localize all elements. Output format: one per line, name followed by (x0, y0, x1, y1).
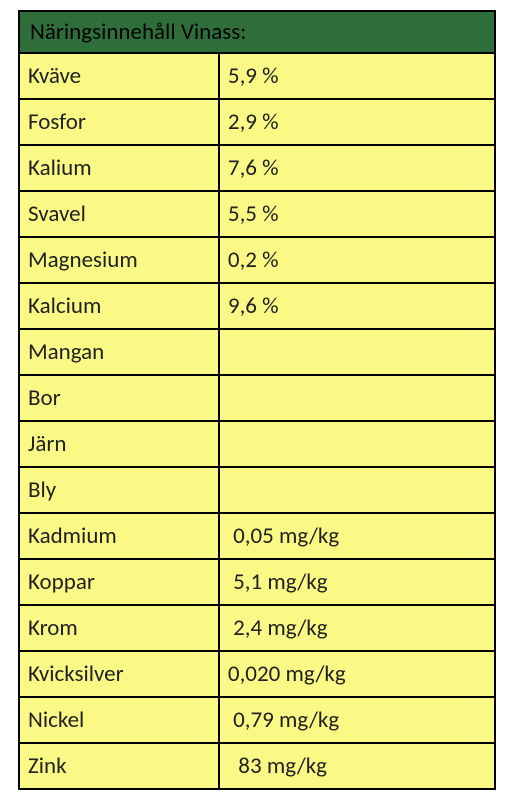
nutrient-label: Zink (19, 743, 219, 789)
nutrient-label: Bor (19, 375, 219, 421)
nutrient-table-container: Näringsinnehåll Vinass: Kväve5,9 %Fosfor… (18, 10, 496, 790)
nutrient-label: Mangan (19, 329, 219, 375)
table-row: Magnesium0,2 % (19, 237, 495, 283)
nutrient-label: Kalcium (19, 283, 219, 329)
nutrient-value: 5,9 % (219, 53, 495, 99)
nutrient-label: Järn (19, 421, 219, 467)
nutrient-value: 5,1 mg/kg (219, 559, 495, 605)
table-row: Svavel5,5 % (19, 191, 495, 237)
table-row: Krom 2,4 mg/kg (19, 605, 495, 651)
table-row: Mangan (19, 329, 495, 375)
nutrient-value (219, 467, 495, 513)
nutrient-label: Magnesium (19, 237, 219, 283)
nutrient-label: Nickel (19, 697, 219, 743)
nutrient-value: 0,79 mg/kg (219, 697, 495, 743)
nutrient-label: Krom (19, 605, 219, 651)
table-body: Kväve5,9 %Fosfor2,9 %Kalium7,6 %Svavel5,… (19, 53, 495, 789)
nutrient-value: 0,020 mg/kg (219, 651, 495, 697)
table-title: Näringsinnehåll Vinass: (19, 11, 495, 53)
nutrient-label: Kadmium (19, 513, 219, 559)
table-row: Järn (19, 421, 495, 467)
nutrient-value: 2,4 mg/kg (219, 605, 495, 651)
table-row: Bor (19, 375, 495, 421)
nutrient-label: Bly (19, 467, 219, 513)
nutrient-value: 9,6 % (219, 283, 495, 329)
nutrient-label: Svavel (19, 191, 219, 237)
nutrient-label: Kvicksilver (19, 651, 219, 697)
nutrient-value (219, 375, 495, 421)
table-row: Koppar 5,1 mg/kg (19, 559, 495, 605)
table-row: Bly (19, 467, 495, 513)
table-row: Kvicksilver0,020 mg/kg (19, 651, 495, 697)
nutrient-label: Kväve (19, 53, 219, 99)
table-row: Kalium7,6 % (19, 145, 495, 191)
table-row: Kadmium 0,05 mg/kg (19, 513, 495, 559)
nutrient-table: Näringsinnehåll Vinass: Kväve5,9 %Fosfor… (18, 10, 496, 790)
table-row: Fosfor2,9 % (19, 99, 495, 145)
table-row: Nickel 0,79 mg/kg (19, 697, 495, 743)
table-row: Kväve5,9 % (19, 53, 495, 99)
nutrient-value: 0,2 % (219, 237, 495, 283)
nutrient-value (219, 329, 495, 375)
table-row: Kalcium9,6 % (19, 283, 495, 329)
nutrient-label: Koppar (19, 559, 219, 605)
nutrient-label: Kalium (19, 145, 219, 191)
nutrient-value (219, 421, 495, 467)
nutrient-value: 7,6 % (219, 145, 495, 191)
nutrient-value: 5,5 % (219, 191, 495, 237)
nutrient-label: Fosfor (19, 99, 219, 145)
nutrient-value: 2,9 % (219, 99, 495, 145)
nutrient-value: 83 mg/kg (219, 743, 495, 789)
nutrient-value: 0,05 mg/kg (219, 513, 495, 559)
table-row: Zink 83 mg/kg (19, 743, 495, 789)
table-header-row: Näringsinnehåll Vinass: (19, 11, 495, 53)
